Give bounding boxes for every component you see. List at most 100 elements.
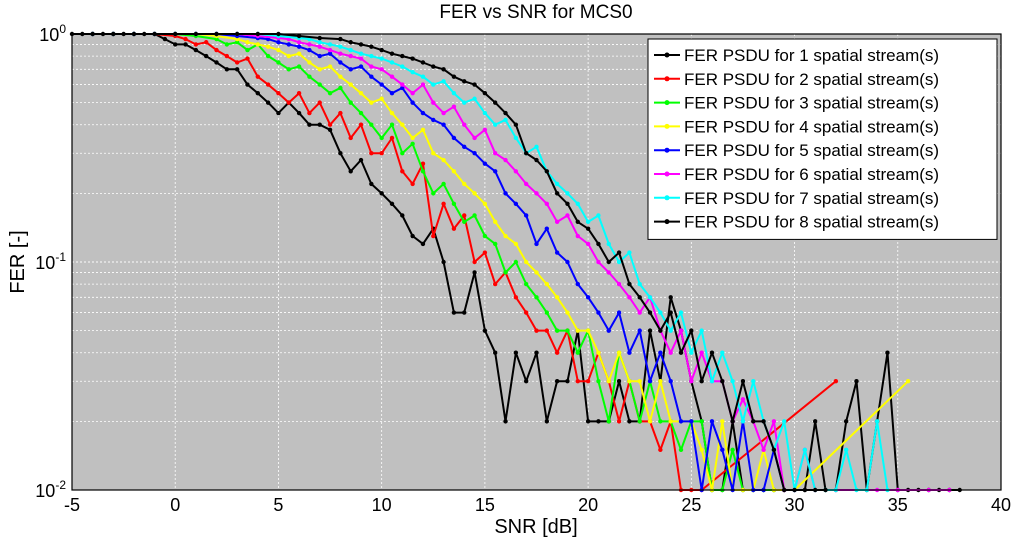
data-point — [451, 74, 457, 79]
data-point — [503, 419, 508, 424]
data-point — [255, 90, 260, 96]
data-point — [317, 67, 322, 72]
data-point — [627, 250, 632, 255]
data-point — [554, 379, 560, 384]
data-point — [534, 350, 539, 355]
data-point — [606, 379, 611, 384]
data-point — [637, 310, 642, 315]
data-point — [327, 90, 333, 96]
data-point — [389, 60, 395, 65]
data-point — [668, 295, 673, 300]
data-point — [327, 64, 333, 69]
plot-frame — [71, 33, 1002, 491]
data-point — [554, 350, 560, 355]
data-point — [441, 201, 446, 206]
data-point — [245, 47, 250, 53]
data-point — [523, 151, 529, 156]
data-point — [513, 259, 519, 265]
legend-marker — [664, 52, 670, 58]
data-point — [627, 379, 632, 384]
data-point — [637, 295, 642, 300]
legend-label: FER PSDU for 1 spatial stream(s) — [684, 46, 939, 65]
data-point — [389, 110, 395, 116]
data-point — [802, 447, 808, 453]
data-point — [523, 281, 529, 287]
data-point — [441, 110, 446, 116]
data-point — [493, 122, 498, 127]
data-point — [544, 169, 550, 174]
data-point — [389, 122, 395, 127]
data-point — [338, 36, 343, 42]
data-point — [689, 328, 694, 333]
data-point — [245, 40, 250, 45]
data-point — [493, 169, 498, 174]
data-point — [327, 127, 333, 133]
data-point — [523, 379, 529, 384]
data-point — [441, 79, 446, 84]
data-point — [513, 122, 519, 127]
data-point — [400, 53, 405, 59]
data-point — [493, 350, 498, 355]
legend-marker — [664, 195, 670, 201]
data-point — [482, 328, 488, 333]
data-point — [606, 259, 611, 265]
data-point — [317, 53, 322, 59]
data-point — [647, 310, 653, 315]
data-point — [462, 79, 467, 84]
data-point — [565, 259, 570, 265]
data-point — [565, 310, 570, 315]
data-point — [441, 259, 446, 265]
data-point — [400, 122, 405, 127]
data-point — [554, 191, 560, 196]
data-point — [369, 53, 374, 59]
data-point — [214, 60, 219, 65]
data-point — [565, 213, 570, 218]
data-point — [348, 169, 353, 174]
data-point — [420, 74, 426, 79]
data-point — [751, 379, 756, 384]
data-point — [369, 74, 374, 79]
data-point — [276, 40, 281, 45]
data-point — [637, 379, 642, 384]
data-point — [523, 310, 529, 315]
data-point — [627, 281, 632, 287]
data-point — [761, 419, 766, 424]
data-point — [565, 379, 570, 384]
data-point — [348, 82, 353, 87]
data-point — [173, 42, 178, 47]
data-point — [585, 419, 591, 424]
data-point — [565, 328, 570, 333]
data-point — [534, 295, 539, 300]
data-point — [462, 213, 467, 218]
data-point — [544, 281, 550, 287]
data-point — [482, 201, 488, 206]
legend-marker — [664, 147, 670, 153]
data-point — [451, 169, 457, 174]
data-point — [358, 110, 364, 116]
legend-label: FER PSDU for 2 spatial stream(s) — [684, 70, 939, 89]
data-point — [296, 44, 302, 49]
data-point — [606, 270, 611, 275]
data-point — [854, 379, 859, 384]
data-point — [534, 144, 539, 150]
data-point — [389, 135, 395, 141]
data-point — [338, 110, 343, 116]
x-tick-labels: -5 0 5 10 15 20 25 30 35 40 — [64, 495, 1011, 515]
data-point — [658, 328, 663, 333]
data-point — [596, 379, 601, 384]
data-point — [265, 100, 271, 105]
data-point — [348, 40, 353, 45]
data-point — [668, 350, 673, 355]
data-point — [472, 135, 477, 141]
data-point — [462, 181, 467, 187]
data-point — [740, 397, 746, 402]
data-point — [482, 161, 488, 166]
data-point — [338, 151, 343, 156]
data-point — [441, 122, 446, 127]
data-point — [369, 181, 374, 187]
data-point — [307, 110, 312, 116]
data-point — [616, 259, 622, 265]
data-point — [451, 90, 457, 96]
data-point — [606, 241, 611, 247]
